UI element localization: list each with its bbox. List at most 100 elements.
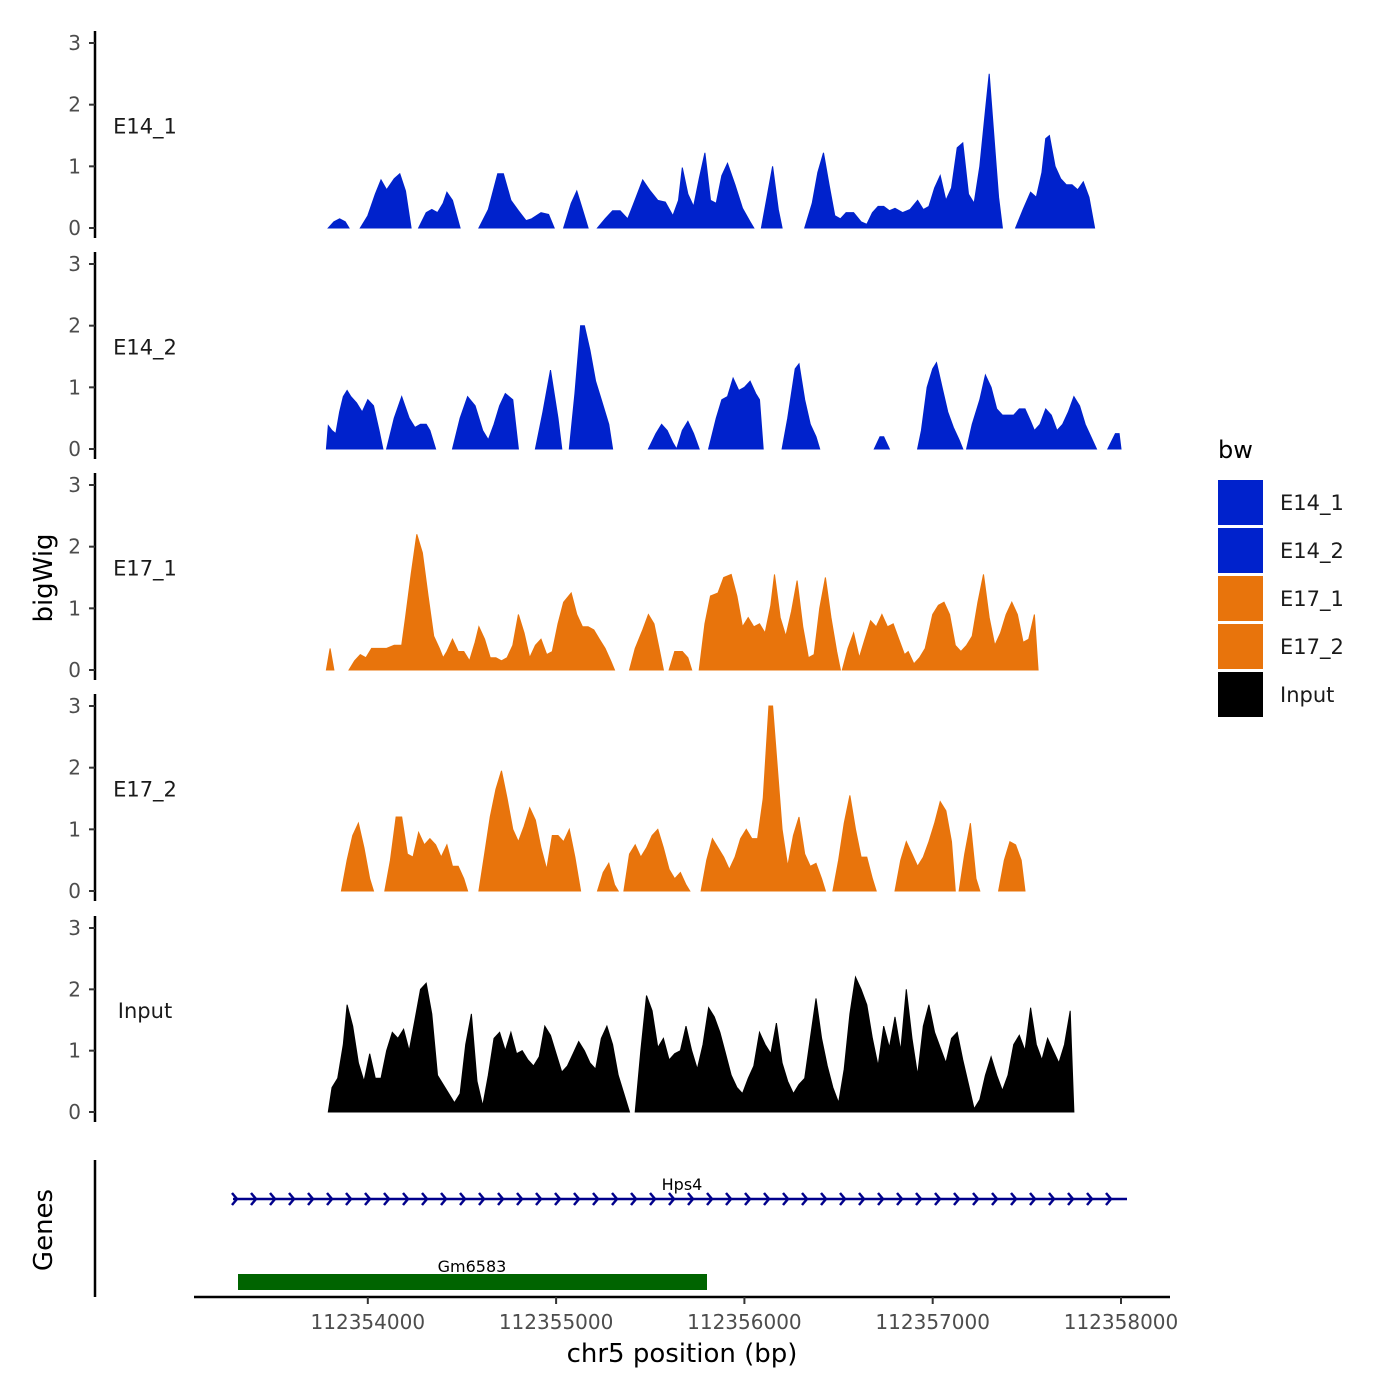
strand-arrow <box>421 1192 429 1206</box>
strand-arrow <box>554 1192 562 1206</box>
strand-arrow <box>307 1192 315 1206</box>
coverage-area <box>1106 433 1122 450</box>
strand-arrow <box>725 1192 733 1206</box>
strand-arrow <box>820 1192 828 1206</box>
strand-arrow <box>1067 1192 1075 1206</box>
strand-arrow <box>1010 1192 1018 1206</box>
y-tick-label: 0 <box>68 1100 81 1124</box>
legend-swatch <box>1218 624 1263 669</box>
x-tick-label: 112357000 <box>875 1310 990 1334</box>
coverage-area <box>698 573 842 671</box>
y-tick-label: 0 <box>68 216 81 240</box>
y-tick-label: 2 <box>68 314 81 338</box>
legend-label: E17_1 <box>1280 587 1344 612</box>
strand-arrow <box>592 1192 600 1206</box>
strand-arrow <box>478 1192 486 1206</box>
strand-arrow <box>687 1192 695 1206</box>
strand-arrow <box>497 1192 505 1206</box>
coverage-area <box>628 613 665 671</box>
coverage-area <box>385 395 437 450</box>
gene-label: Hps4 <box>662 1175 703 1194</box>
y-axis-title: bigWig <box>29 533 59 622</box>
strand-arrow <box>1105 1192 1113 1206</box>
strand-arrow <box>744 1192 752 1206</box>
y-tick-label: 1 <box>68 1039 81 1063</box>
coverage-area <box>668 651 693 671</box>
coverage-area <box>841 574 1039 671</box>
gene-hps4: Hps4 <box>231 1175 1127 1206</box>
strand-arrow <box>345 1192 353 1206</box>
strand-arrow <box>231 1192 239 1206</box>
coverage-area <box>417 191 461 229</box>
strand-arrow <box>934 1192 942 1206</box>
y-tick-label: 1 <box>68 375 81 399</box>
legend-title: bw <box>1218 436 1253 464</box>
strand-arrow <box>573 1192 581 1206</box>
y-tick-label: 3 <box>68 694 81 718</box>
coverage-area <box>832 795 877 892</box>
y-tick-label: 3 <box>68 916 81 940</box>
genes-track-label: Genes <box>29 1189 59 1271</box>
track-label: E17_2 <box>113 778 177 803</box>
coverage-area <box>596 862 620 892</box>
x-axis: chr5 position (bp) 112354000 112355000 112… <box>194 1295 1178 1369</box>
strand-arrow <box>440 1192 448 1206</box>
strand-arrow <box>858 1192 866 1206</box>
x-axis-title: chr5 position (bp) <box>567 1339 798 1369</box>
strand-arrow <box>611 1192 619 1206</box>
legend-swatch <box>1218 480 1263 525</box>
y-tick-label: 0 <box>68 437 81 461</box>
y-tick-label: 2 <box>68 756 81 780</box>
strand-arrow <box>383 1192 391 1206</box>
coverage-area <box>634 975 1075 1113</box>
tracks-layer: 0 1 2 3 E14_1 0 1 2 3 E14_2 0 1 2 3 E17_1 0 1 2 3 E17_2 0 1 2 3… <box>68 31 1122 1124</box>
coverage-area <box>958 823 981 892</box>
coverage-area <box>327 218 350 229</box>
coverage-area <box>965 373 1098 450</box>
coverage-area <box>873 436 891 450</box>
strand-arrow <box>706 1192 714 1206</box>
strand-arrow <box>288 1192 296 1206</box>
y-tick-label: 3 <box>68 31 81 55</box>
gene-bar <box>238 1274 707 1290</box>
coverage-area <box>647 423 678 450</box>
strand-arrow <box>250 1192 258 1206</box>
legend-swatch <box>1218 528 1263 573</box>
coverage-area <box>707 376 764 450</box>
strand-arrow <box>877 1192 885 1206</box>
strand-arrow <box>1048 1192 1056 1206</box>
y-tick-label: 2 <box>68 93 81 117</box>
coverage-area <box>478 173 555 229</box>
strand-arrow <box>326 1192 334 1206</box>
coverage-area <box>340 821 375 892</box>
strand-arrow <box>364 1192 372 1206</box>
coverage-area <box>451 392 519 450</box>
coverage-area <box>1014 134 1096 229</box>
strand-arrow <box>915 1192 923 1206</box>
y-tick-label: 0 <box>68 879 81 903</box>
legend-swatch <box>1218 672 1263 717</box>
coverage-area <box>359 172 412 229</box>
coverage-area <box>804 73 1003 229</box>
track-e17-1: 0 1 2 3 E17_1 <box>68 473 1039 682</box>
coverage-area <box>675 420 700 450</box>
coverage-area <box>596 152 755 229</box>
y-tick-label: 2 <box>68 535 81 559</box>
genes-track: Genes Hps4 Gm6583 <box>29 1160 1127 1297</box>
strand-arrow <box>516 1192 524 1206</box>
coverage-area <box>348 534 616 671</box>
strand-arrow <box>269 1192 277 1206</box>
coverage-area <box>894 800 956 892</box>
x-tick-label: 112354000 <box>311 1310 426 1334</box>
gene-label: Gm6583 <box>438 1257 507 1276</box>
coverage-area <box>325 648 335 671</box>
coverage-area <box>325 389 384 450</box>
track-e17-2: 0 1 2 3 E17_2 <box>68 694 1026 903</box>
legend-label: E14_2 <box>1280 539 1344 564</box>
y-tick-label: 1 <box>68 596 81 620</box>
x-tick-label: 112355000 <box>499 1310 614 1334</box>
legend: bw E14_1 E14_2 E17_1 E17_2 Input <box>1218 436 1344 717</box>
coverage-area <box>568 325 614 450</box>
coverage-area <box>384 816 469 892</box>
strand-arrow <box>459 1192 467 1206</box>
